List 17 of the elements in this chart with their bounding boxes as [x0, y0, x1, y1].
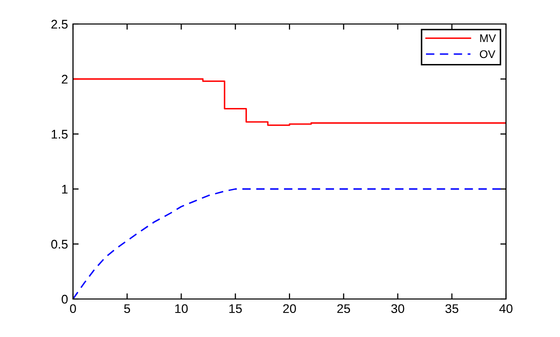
y-tick-label: 1: [62, 184, 68, 194]
x-tick-label: 25: [337, 304, 350, 314]
x-tick-label: 10: [175, 304, 188, 314]
legend-label: MV: [480, 34, 496, 42]
y-tick-label: 0: [62, 294, 68, 304]
x-tick-label: 0: [70, 304, 76, 314]
y-tick-label: 2: [62, 74, 68, 84]
x-tick-label: 35: [445, 304, 458, 314]
legend-label: OV: [480, 50, 496, 58]
x-tick-label: 15: [229, 304, 242, 314]
y-tick-label: 2.5: [51, 20, 68, 29]
x-tick-label: 5: [124, 304, 130, 314]
x-tick-label: 20: [283, 304, 296, 314]
x-tick-label: 30: [391, 304, 404, 314]
x-tick-label: 40: [499, 304, 512, 314]
y-tick-label: 0.5: [51, 240, 68, 249]
y-tick-label: 1.5: [52, 130, 68, 139]
